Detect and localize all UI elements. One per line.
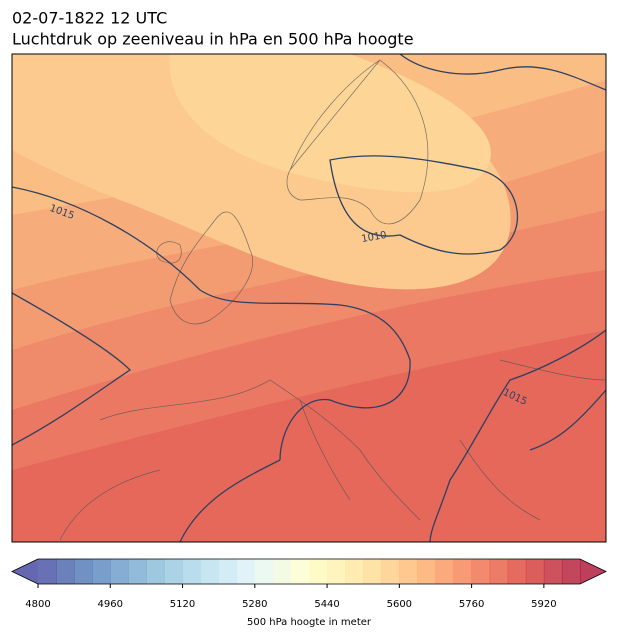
colorbar-bin [471,559,491,584]
colorbar-bin [399,559,418,584]
colorbar-bin [525,559,545,584]
colorbar-tick-label: 5120 [170,599,195,610]
colorbar-extend-high [580,559,606,584]
colorbar-label: 500 hPa hoogte in meter [247,617,372,628]
colorbar-bin [110,559,129,584]
colorbar-bin [453,559,473,584]
colorbar-bin [74,559,93,584]
colorbar-bin [543,559,563,584]
date-title: 02-07-1822 12 UTC [12,9,167,28]
map-frame [11,53,607,543]
colorbar-bin [182,559,202,584]
colorbar-extend-low [12,559,38,584]
colorbar-tick-label: 5440 [314,599,339,610]
colorbar-tick-label: 5600 [387,599,412,610]
colorbar-bin [561,559,581,584]
isobar-label: 1010 [361,230,388,245]
colorbar-tick-label: 4800 [25,599,50,610]
colorbar-bin [164,559,184,584]
colorbar-bin [200,559,220,584]
colorbar-outline [11,558,607,585]
colorbar-tick-label: 4960 [98,599,123,610]
colorbar-bin [146,559,165,584]
colorbar-bin [309,559,328,584]
colorbar-tick-label: 5280 [242,599,267,610]
colorbar-bin [507,559,527,584]
colorbar-bin [435,559,455,584]
map-title: Luchtdruk op zeeniveau in hPa en 500 hPa… [12,30,414,49]
colorbar-bin [56,559,75,584]
colorbar-bin [381,559,400,584]
colorbar-bin [345,559,364,584]
colorbar-bin [38,559,57,584]
map: 1015 1010 1015 [12,54,606,542]
colorbar-bin [363,559,382,584]
colorbar-bin [236,559,256,584]
colorbar-tick-label: 5760 [459,599,484,610]
colorbar-tick-label: 5920 [531,599,556,610]
colorbar-bin [254,559,274,584]
colorbar-bin [218,559,238,584]
colorbar-bin [417,559,436,584]
colorbar-bin [128,559,147,584]
colorbar-bin [290,559,310,584]
colorbar-bin [489,559,509,584]
colorbar-bin [327,559,346,584]
colorbar-bin [272,559,292,584]
colorbar-bin [92,559,111,584]
